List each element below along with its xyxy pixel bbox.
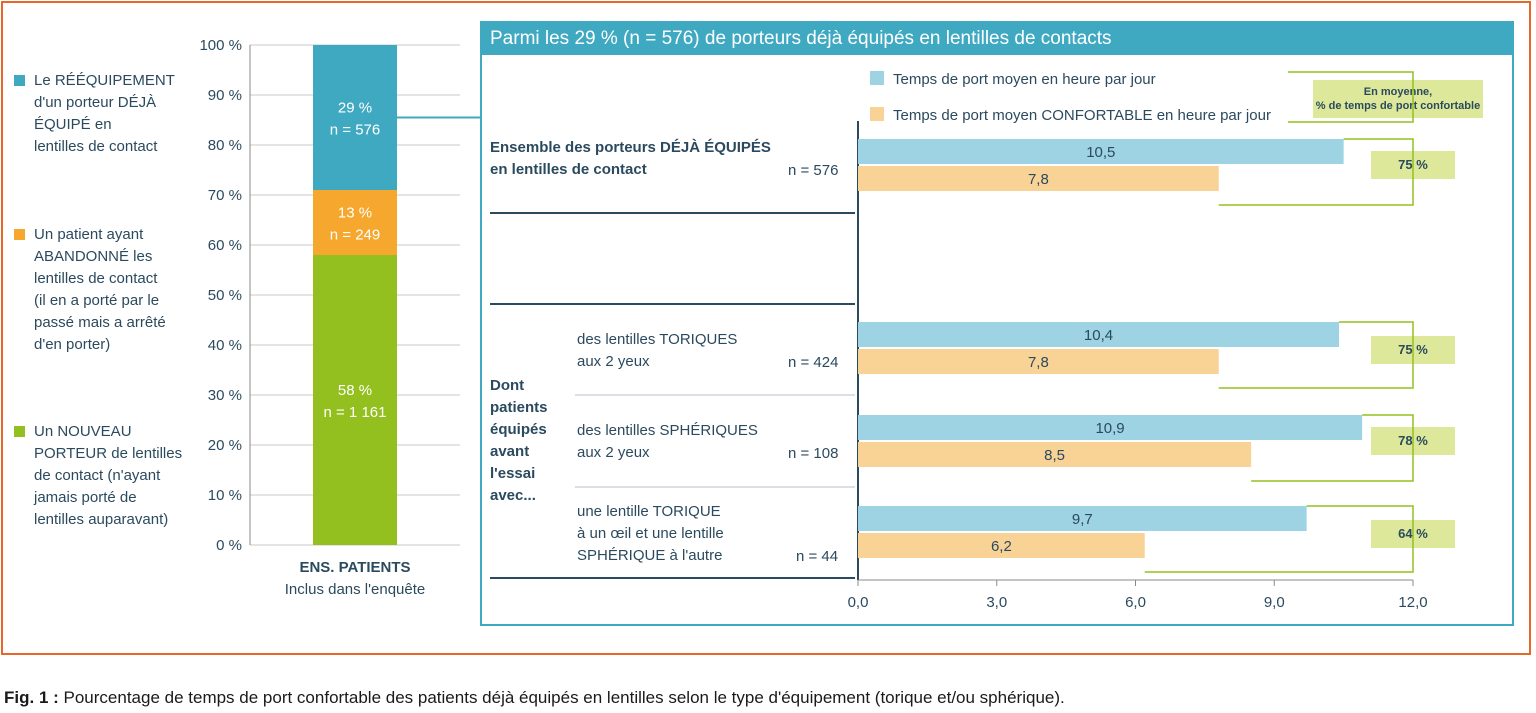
y-tick-label: 60 % [208, 237, 242, 254]
bar-temps-label: 10,9 [1095, 420, 1124, 437]
detail-panel [480, 21, 1514, 626]
stack-segment [313, 190, 397, 255]
bar-confortable-label: 7,8 [1028, 171, 1049, 188]
legend-reequipement: Le RÉÉQUIPEMENT d'un porteur DÉJÀ ÉQUIPÉ e… [14, 70, 199, 162]
row-label-spheriques: des lentilles SPHÉRIQUES aux 2 yeux [577, 422, 758, 461]
average-box: En moyenne,% de temps de port confortabl… [1313, 80, 1483, 118]
legend-text-nouveau: Un NOUVEAU PORTEUR de lentilles de contact… [34, 423, 183, 528]
panel-title: Parmi les 29 % (n = 576) de porteurs déj… [482, 23, 1512, 55]
x-tick-label: 12,0 [1398, 594, 1427, 611]
percent-bracket [1144, 505, 1414, 573]
row-n-ensemble: n = 576 [788, 162, 839, 179]
y-tick-label: 10 % [208, 487, 242, 504]
bar-confortable-label: 8,5 [1044, 447, 1065, 464]
row-n-mixte: n = 44 [796, 548, 839, 565]
legend-swatch-blue [14, 75, 25, 86]
bar-confortable-label: 6,2 [991, 538, 1012, 555]
stack-segment-label: 29 % [338, 100, 372, 117]
legend-label-temps: Temps de port moyen en heure par jour [893, 71, 1156, 88]
legend-text-abandonne: Un patient ayant ABANDONNÉ les lentilles d… [34, 226, 166, 353]
stack-segment-n: n = 1 161 [324, 404, 387, 421]
x-category-label: ENS. PATIENTS [299, 559, 410, 576]
row-n-spheriques: n = 108 [788, 445, 839, 462]
bar-temps-label: 10,5 [1086, 144, 1115, 161]
legend-swatch-green [14, 426, 25, 437]
row-label-mixte: une lentille TORIQUE à un œil et une lent… [577, 503, 724, 564]
y-tick-label: 40 % [208, 337, 242, 354]
row-n-toriques: n = 424 [788, 354, 839, 371]
y-tick-label: 50 % [208, 287, 242, 304]
percent-bracket [1218, 138, 1414, 206]
legend-swatch-orange-bar [870, 107, 884, 121]
legend-abandonne: Un patient ayant ABANDONNÉ les lentilles d… [14, 224, 199, 358]
legend-swatch-blue-bar [870, 71, 884, 85]
average-bracket [1288, 71, 1414, 123]
y-tick-label: 90 % [208, 87, 242, 104]
row-label-toriques: des lentilles TORIQUES aux 2 yeux [577, 331, 738, 370]
bar-temps [858, 322, 1339, 347]
y-tick-label: 100 % [199, 37, 242, 54]
bar-temps-label: 9,7 [1072, 511, 1093, 528]
dont-label: Dont patients équipés avant l'essai avec... [490, 377, 548, 504]
stack-segment-n: n = 249 [330, 227, 380, 244]
row-label-ensemble: Ensemble des porteurs DÉJÀ ÉQUIPÉS en len… [490, 139, 771, 178]
y-tick-label: 30 % [208, 387, 242, 404]
stack-segment-label: 58 % [338, 382, 372, 399]
stack-segment-n: n = 576 [330, 122, 380, 139]
bar-temps-label: 10,4 [1084, 327, 1113, 344]
figure-caption: Fig. 1 : Pourcentage de temps de port co… [4, 688, 1065, 707]
stack-segment [313, 255, 397, 545]
x-tick-label: 3,0 [986, 594, 1007, 611]
stack-segment-label: 13 % [338, 205, 372, 222]
x-tick-label: 6,0 [1125, 594, 1146, 611]
bar-confortable [858, 166, 1219, 191]
legend-text-reequipement: Le RÉÉQUIPEMENT d'un porteur DÉJÀ ÉQUIPÉ e… [34, 72, 175, 155]
bar-confortable [858, 533, 1145, 558]
stack-segment [313, 45, 397, 190]
bar-temps [858, 415, 1363, 440]
bar-temps [858, 139, 1344, 164]
percent-bracket [1218, 321, 1414, 389]
y-tick-label: 20 % [208, 437, 242, 454]
legend-label-confortable: Temps de port moyen CONFORTABLE en heure… [893, 107, 1271, 124]
bar-temps [858, 506, 1307, 531]
y-tick-label: 80 % [208, 137, 242, 154]
legend-nouveau: Un NOUVEAU PORTEUR de lentilles de contact… [14, 421, 204, 533]
percent-bracket [1251, 414, 1414, 482]
x-category-sublabel: Inclus dans l'enquête [285, 581, 425, 598]
x-tick-label: 9,0 [1264, 594, 1285, 611]
bar-confortable-label: 7,8 [1028, 354, 1049, 371]
legend-swatch-orange [14, 229, 25, 240]
bar-confortable [858, 442, 1252, 467]
figure-frame [1, 1, 1531, 655]
y-tick-label: 0 % [216, 537, 242, 554]
x-tick-label: 0,0 [848, 594, 869, 611]
bar-confortable [858, 349, 1219, 374]
y-tick-label: 70 % [208, 187, 242, 204]
